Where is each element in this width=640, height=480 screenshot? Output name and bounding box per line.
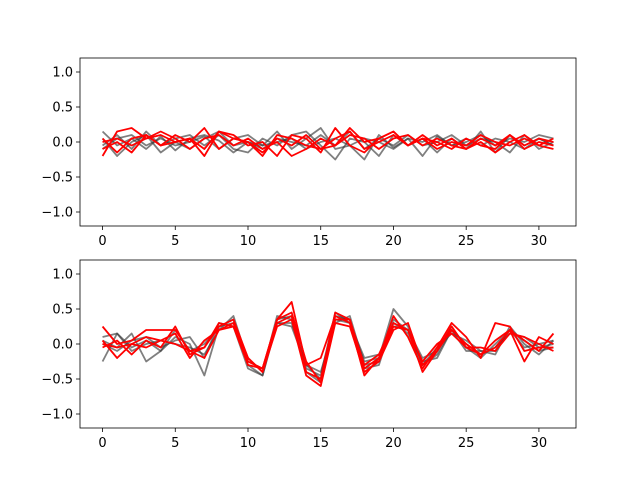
series-line-8: [102, 127, 554, 157]
series-line-7: [102, 311, 554, 384]
x-tick-label: 10: [240, 436, 257, 451]
series-group: [101, 127, 554, 161]
y-tick-label: −0.5: [41, 373, 73, 388]
x-tick-label: 30: [531, 234, 548, 249]
series-line-7: [102, 130, 554, 157]
x-tick-label: 20: [385, 234, 402, 249]
y-tick-label: 0.0: [52, 136, 73, 151]
y-tick-label: −1.0: [41, 408, 73, 423]
y-tick-label: 0.5: [52, 303, 73, 318]
y-tick-label: 1.0: [52, 268, 73, 283]
series-line-6: [101, 127, 554, 154]
y-tick-label: 0.0: [52, 338, 73, 353]
y-tick-label: 1.0: [52, 66, 73, 81]
x-tick-label: 15: [312, 234, 329, 249]
x-tick-label: 25: [458, 234, 475, 249]
subplot-1: 0 5 10 15 20 25 30 1.0 0.5 0.0 −0.5 −1.0: [41, 57, 577, 249]
x-tick-label: 5: [171, 234, 179, 249]
x-tick-label: 25: [458, 436, 475, 451]
series-group: [101, 301, 555, 387]
x-tick-label: 10: [240, 234, 257, 249]
x-tick-label: 0: [98, 234, 106, 249]
y-tick-label: 0.5: [52, 101, 73, 116]
series-line-5: [101, 301, 554, 377]
x-tick-label: 20: [385, 436, 402, 451]
x-tick-label: 0: [98, 436, 106, 451]
series-line-8: [102, 311, 554, 380]
y-tick-label: −0.5: [41, 171, 73, 186]
y-tick-label: −1.0: [41, 206, 73, 221]
subplot-2: 0 5 10 15 20 25 30 1.0 0.5 0.0 −0.5 −1.0: [41, 259, 577, 451]
series-line-2: [102, 130, 554, 161]
x-tick-label: 5: [171, 436, 179, 451]
x-tick-label: 15: [312, 436, 329, 451]
x-tick-label: 30: [531, 436, 548, 451]
